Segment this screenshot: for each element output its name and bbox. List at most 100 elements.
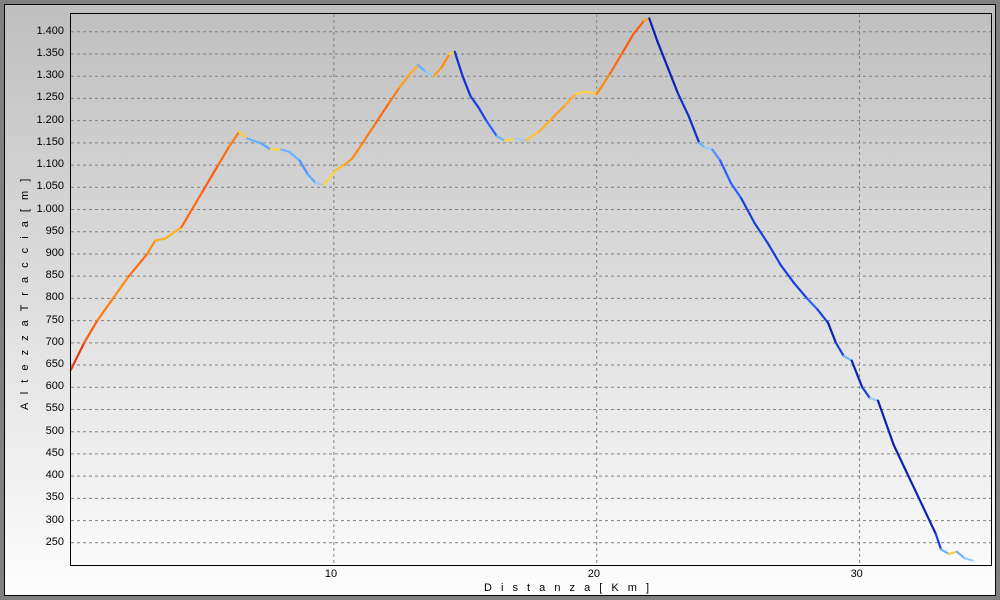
elevation-segment [941, 549, 949, 553]
elevation-segment [597, 74, 610, 94]
elevation-segment [455, 52, 463, 76]
y-tick-label: 300 [24, 514, 64, 526]
elevation-segment [113, 276, 129, 298]
elevation-segment [486, 121, 497, 137]
elevation-segment [505, 138, 516, 140]
elevation-segment [886, 423, 894, 445]
elevation-segment [300, 161, 308, 174]
plot-svg [71, 14, 991, 565]
y-tick-label: 900 [24, 247, 64, 259]
y-tick-label: 1.400 [24, 25, 64, 37]
elevation-segment [336, 165, 344, 169]
elevation-segment [862, 387, 870, 398]
y-tick-label: 550 [24, 402, 64, 414]
elevation-segment [957, 552, 965, 559]
y-tick-label: 250 [24, 536, 64, 548]
elevation-segment [794, 283, 807, 299]
elevation-segment [352, 143, 363, 159]
elevation-segment [586, 92, 597, 94]
elevation-segment [260, 143, 271, 150]
elevation-segment [949, 552, 957, 554]
elevation-segment [828, 323, 836, 343]
elevation-segment [623, 34, 634, 52]
elevation-segment [678, 94, 689, 116]
elevation-segment [129, 254, 147, 276]
elevation-segment [878, 401, 886, 423]
elevation-segment [731, 183, 742, 199]
elevation-segment [289, 152, 300, 161]
elevation-segment [870, 398, 878, 400]
elevation-segment [526, 132, 539, 141]
elevation-segment [442, 54, 450, 67]
x-tick-label: 30 [851, 568, 863, 580]
elevation-segment [807, 298, 818, 309]
elevation-segment [668, 67, 679, 94]
y-tick-label: 1.000 [24, 203, 64, 215]
elevation-segment [376, 103, 389, 123]
elevation-segment [836, 343, 844, 356]
elevation-segment [97, 298, 113, 320]
y-tick-label: 450 [24, 447, 64, 459]
elevation-segment [915, 489, 926, 511]
elevation-segment [754, 223, 767, 243]
elevation-segment [904, 467, 915, 489]
elevation-segment [229, 132, 240, 148]
elevation-segment [515, 138, 526, 140]
elevation-segment [426, 72, 434, 76]
y-tick-label: 1.350 [24, 47, 64, 59]
y-tick-label: 700 [24, 336, 64, 348]
elevation-segment [410, 65, 418, 74]
elevation-segment [418, 65, 426, 72]
y-tick-label: 500 [24, 425, 64, 437]
y-tick-label: 750 [24, 314, 64, 326]
elevation-segment [552, 105, 565, 118]
elevation-segment [155, 238, 166, 240]
elevation-segment [925, 512, 936, 534]
x-tick-label: 20 [588, 568, 600, 580]
elevation-segment [247, 138, 260, 142]
x-tick-label: 10 [325, 568, 337, 580]
elevation-segment [147, 241, 155, 254]
elevation-segment [852, 361, 863, 388]
elevation-segment [84, 321, 97, 343]
elevation-segment [344, 158, 352, 165]
elevation-segment [281, 150, 289, 152]
elevation-segment [781, 265, 794, 283]
elevation-segment [649, 18, 657, 40]
elevation-segment [218, 147, 229, 165]
elevation-segment [576, 92, 587, 94]
y-tick-label: 400 [24, 469, 64, 481]
elevation-segment [741, 198, 754, 222]
y-tick-label: 650 [24, 358, 64, 370]
elevation-segment [936, 534, 941, 550]
elevation-segment [712, 150, 720, 161]
elevation-segment [720, 161, 731, 183]
y-tick-label: 1.100 [24, 158, 64, 170]
y-tick-label: 1.200 [24, 114, 64, 126]
chart-panel: A l t e z z a T r a c c i a [ m ] D i s … [4, 4, 996, 596]
elevation-segment [894, 445, 905, 467]
elevation-segment [315, 183, 323, 185]
elevation-segment [844, 356, 852, 360]
elevation-segment [471, 96, 479, 107]
elevation-segment [389, 87, 400, 103]
elevation-segment [965, 558, 973, 560]
elevation-segment [463, 76, 471, 96]
elevation-segment [239, 132, 247, 139]
y-tick-label: 1.250 [24, 91, 64, 103]
elevation-segment [434, 67, 442, 76]
elevation-segment [497, 136, 505, 140]
y-tick-label: 1.300 [24, 69, 64, 81]
y-tick-label: 350 [24, 491, 64, 503]
elevation-segment [363, 123, 376, 143]
y-tick-label: 950 [24, 225, 64, 237]
y-tick-label: 600 [24, 380, 64, 392]
elevation-segment [565, 94, 576, 105]
elevation-segment [308, 174, 316, 183]
elevation-segment [166, 227, 182, 238]
y-tick-label: 800 [24, 291, 64, 303]
elevation-segment [704, 147, 712, 149]
y-tick-label: 850 [24, 269, 64, 281]
elevation-segment [610, 52, 623, 74]
x-axis-title: D i s t a n z a [ K m ] [484, 582, 652, 594]
